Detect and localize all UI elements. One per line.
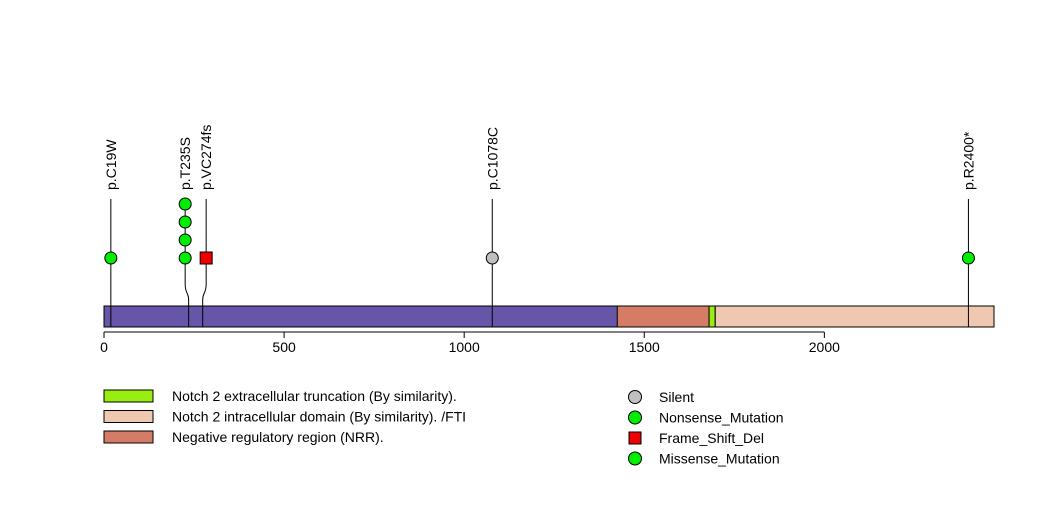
mutation-markers	[104, 197, 975, 265]
domain-segment	[714, 305, 995, 328]
mutation-labels: p.C19W p.T235S p.VC274fs p.C1078C p.R2400*	[103, 125, 977, 190]
domain-segment	[616, 305, 710, 328]
axis-tick-label: 500	[272, 339, 296, 355]
mutation-marker	[178, 233, 192, 247]
legend-type-swatch	[628, 410, 642, 425]
axis-tick-label: 1000	[449, 339, 480, 355]
mutation-marker	[485, 251, 499, 265]
legend-domain-label: Negative regulatory region (NRR).	[172, 429, 384, 445]
mutation-stem	[184, 199, 190, 327]
legend-type-label: Nonsense_Mutation	[659, 410, 784, 426]
mutation-stem	[202, 199, 207, 327]
mutation-marker	[178, 215, 192, 229]
legend-domain-label: Notch 2 intracellular domain (By similar…	[172, 409, 466, 425]
legend-domain-swatch	[103, 389, 154, 403]
mutation-marker	[178, 197, 192, 211]
legend-domain-label: Notch 2 extracellular truncation (By sim…	[172, 388, 457, 404]
legend-type-label: Frame_Shift_Del	[659, 430, 764, 446]
axis-tick-label: 2000	[809, 339, 840, 355]
mutation-label: p.C19W	[103, 139, 119, 190]
mutation-label: p.VC274fs	[198, 125, 214, 190]
legend-domain-swatch	[103, 410, 154, 423]
frame-shift-marker	[199, 251, 213, 265]
mutation-label: p.R2400*	[960, 131, 976, 190]
axis-tick-label: 0	[100, 339, 108, 355]
mutation-label: p.C1078C	[484, 127, 500, 190]
mutation-marker	[961, 251, 975, 265]
mutation-marker	[104, 251, 118, 265]
axis-tick-label: 1500	[629, 339, 660, 355]
legend-type-swatch	[628, 390, 642, 404]
legend-type-label: Missense_Mutation	[659, 451, 780, 467]
x-axis: 0 500 1000 1500 2000	[100, 331, 840, 355]
mutation-label: p.T235S	[177, 137, 193, 190]
mutation-marker	[178, 251, 192, 265]
protein-backbone	[103, 305, 995, 328]
legend-type-label: Silent	[659, 389, 694, 405]
legend-type-swatch	[628, 451, 642, 466]
legend-domain-swatch	[103, 430, 154, 444]
legend: Notch 2 extracellular truncation (By sim…	[103, 388, 784, 467]
legend-type-swatch	[628, 431, 642, 445]
domain-segment	[708, 305, 716, 328]
